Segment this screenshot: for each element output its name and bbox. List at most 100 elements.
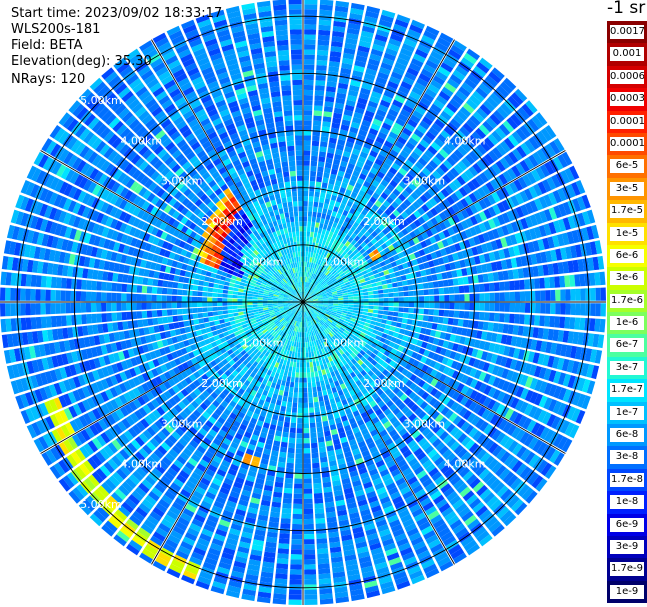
range-gate-cell <box>315 253 319 259</box>
range-gate-cell <box>377 412 386 421</box>
range-gate-cell <box>196 406 205 415</box>
range-gate-cell <box>423 289 429 296</box>
range-gate-cell <box>387 391 396 400</box>
range-gate-cell <box>325 270 330 276</box>
range-gate-cell <box>328 66 340 73</box>
range-gate-cell <box>312 206 318 213</box>
range-gate-cell <box>289 361 294 367</box>
range-gate-cell <box>334 586 348 594</box>
range-gate-cell <box>456 344 464 353</box>
range-gate-cell <box>361 388 368 395</box>
range-gate-cell <box>322 296 328 299</box>
range-gate-cell <box>472 320 479 329</box>
range-gate-cell <box>83 413 93 425</box>
range-gate-cell <box>364 403 372 412</box>
range-gate-cell <box>324 379 330 385</box>
range-gate-cell <box>367 241 374 248</box>
range-gate-cell <box>399 150 410 159</box>
range-gate-cell <box>511 426 522 439</box>
range-gate-cell <box>533 183 543 197</box>
range-gate-cell <box>369 53 382 62</box>
range-gate-cell <box>336 287 342 291</box>
range-gate-cell <box>161 456 172 467</box>
range-gate-cell <box>304 34 316 40</box>
range-gate-cell <box>387 153 396 162</box>
range-gate-cell <box>42 433 54 448</box>
range-gate-cell <box>222 341 229 348</box>
range-gate-cell <box>231 570 245 579</box>
range-gate-cell <box>565 246 573 259</box>
range-gate-cell <box>307 304 312 308</box>
range-gate-cell <box>540 462 553 477</box>
range-gate-cell <box>266 531 278 538</box>
range-gate-cell <box>424 302 430 309</box>
range-gate-cell <box>306 331 309 338</box>
range-gate-cell <box>241 343 248 350</box>
range-gate-cell <box>387 315 393 321</box>
range-gate-cell <box>452 214 461 224</box>
range-gate-cell <box>461 328 468 336</box>
range-gate-cell <box>517 325 524 336</box>
range-gate-cell <box>241 335 248 341</box>
range-gate-cell <box>268 429 276 436</box>
range-gate-cell <box>393 226 401 234</box>
range-gate-cell <box>566 406 576 420</box>
range-gate-cell <box>284 416 291 423</box>
range-gate-cell <box>172 525 186 536</box>
range-gate-cell <box>505 258 513 269</box>
range-gate-cell <box>413 219 422 228</box>
range-gate-cell <box>350 588 364 597</box>
range-gate-cell <box>383 542 396 552</box>
range-gate-cell <box>314 242 319 249</box>
range-gate-cell <box>195 580 210 590</box>
range-gate-cell <box>392 99 403 109</box>
range-gate-cell <box>437 339 445 347</box>
range-gate-cell <box>462 470 474 482</box>
range-gate-cell <box>342 267 348 273</box>
range-gate-cell <box>303 377 307 383</box>
range-gate-cell <box>303 175 310 181</box>
range-gate-cell <box>328 377 334 384</box>
range-gate-cell <box>430 267 437 275</box>
range-gate-cell <box>279 330 284 336</box>
range-gate-cell <box>237 411 246 419</box>
range-gate-cell <box>543 382 553 395</box>
range-gate-cell <box>412 541 426 551</box>
range-gate-cell <box>290 319 294 325</box>
range-gate-cell <box>539 210 548 223</box>
range-gate-cell <box>377 267 383 273</box>
range-gate-cell <box>472 481 485 493</box>
range-gate-cell <box>360 257 367 264</box>
range-gate-cell <box>448 286 455 294</box>
range-gate-cell <box>306 295 311 299</box>
range-gate-cell <box>464 169 474 180</box>
range-gate-cell <box>542 237 550 250</box>
range-gate-cell <box>323 341 329 347</box>
range-gate-cell <box>342 57 354 65</box>
range-gate-cell <box>344 205 351 212</box>
range-gate-cell <box>181 397 190 407</box>
range-gate-cell <box>476 144 487 155</box>
range-gate-cell <box>312 296 318 299</box>
range-gate-cell <box>475 418 485 429</box>
range-gate-cell <box>333 359 339 365</box>
range-gate-cell <box>312 263 316 269</box>
range-gate-cell <box>138 407 148 418</box>
range-gate-cell <box>310 371 315 378</box>
range-gate-cell <box>328 254 334 260</box>
range-gate-cell <box>571 408 581 422</box>
range-gate-cell <box>101 403 111 415</box>
range-gate-cell <box>128 539 143 552</box>
range-gate-cell <box>442 420 452 430</box>
range-gate-cell <box>427 510 440 521</box>
range-gate-cell <box>309 326 313 332</box>
range-gate-cell <box>449 294 455 302</box>
range-gate-cell <box>239 369 246 377</box>
range-gate-cell <box>386 113 397 122</box>
range-gate-cell <box>529 200 539 213</box>
range-gate-cell <box>547 236 555 249</box>
range-gate-cell <box>492 272 499 282</box>
range-gate-cell <box>326 327 332 332</box>
range-gate-cell <box>322 476 331 483</box>
range-gate-cell <box>303 170 310 176</box>
